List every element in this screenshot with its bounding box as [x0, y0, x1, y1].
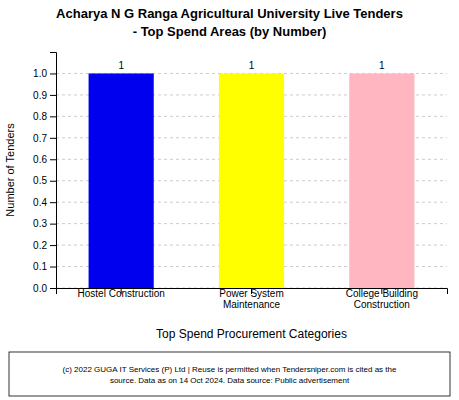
tick: 0.6 [33, 154, 56, 165]
x-axis: Hostel Construction Power SystemMaintenan… [57, 288, 448, 310]
tick-mark [50, 224, 56, 225]
tick-mark [50, 116, 56, 117]
tick-label: 0.7 [33, 133, 47, 144]
text-line: Maintenance [223, 299, 281, 310]
tick-mark [50, 202, 56, 203]
tick-label: 0.2 [33, 240, 47, 251]
tick-mark [50, 181, 56, 182]
tick-mark [50, 245, 56, 246]
data-label: 1 [118, 60, 124, 71]
plot: 1 1 1 0.0 0.1 0.2 0.3 0.4 0.5 0.6 0.7 0.8 0.9 1.0 Host… [33, 53, 447, 311]
bar [349, 73, 414, 288]
tick: 1.0 [33, 68, 56, 79]
y-axis: 0.0 0.1 0.2 0.3 0.4 0.5 0.6 0.7 0.8 0.9 1.0 [33, 53, 56, 294]
x-axis-title: Top Spend Procurement Categories [156, 327, 347, 341]
chart: Acharya N G Ranga Agricultural Universit… [0, 0, 459, 400]
footer-box [9, 352, 450, 396]
subtitle: - Top Spend Areas (by Number) [133, 24, 327, 39]
text-line: Power System [219, 288, 283, 299]
tick: 0.8 [33, 111, 56, 122]
tick: College BuildingConstruction [346, 288, 418, 310]
tick: 0.3 [33, 218, 56, 229]
axis-line [50, 53, 57, 289]
tick-mark [50, 73, 56, 74]
data-label: 1 [379, 60, 385, 71]
tick-mark [50, 159, 56, 160]
tick: 0.1 [33, 261, 56, 272]
text-line: Construction [354, 299, 410, 310]
tick-mark [50, 288, 56, 289]
tick-mark [50, 138, 56, 139]
text-line: College Building [346, 288, 418, 299]
tick-label: 0.1 [33, 261, 47, 272]
tick: Hostel Construction [78, 288, 165, 299]
tick-label: 1.0 [33, 68, 47, 79]
tick: 0.9 [33, 90, 56, 101]
tick: 0.2 [33, 240, 56, 251]
text-line: Hostel Construction [78, 288, 165, 299]
tick: 0.7 [33, 133, 56, 144]
tick: 0.5 [33, 175, 56, 186]
tick-label: 0.5 [33, 175, 47, 186]
text-line: (c) 2022 GUGA IT Services (P) Ltd | Reus… [63, 365, 397, 374]
tick-label: Hostel Construction [78, 288, 165, 299]
title: Acharya N G Ranga Agricultural Universit… [56, 6, 403, 21]
tick-label: College BuildingConstruction [346, 288, 418, 310]
tick: 0.4 [33, 197, 56, 208]
bar [89, 73, 154, 288]
tick-label: 0.3 [33, 218, 47, 229]
tick-mark [50, 267, 56, 268]
tick-label: 0.0 [33, 283, 47, 294]
tick-label: 0.4 [33, 197, 47, 208]
bars [89, 73, 415, 288]
footer: (c) 2022 GUGA IT Services (P) Ltd | Reus… [9, 352, 450, 396]
tick: 0.0 [33, 283, 56, 294]
tick-label: 0.6 [33, 154, 47, 165]
tick: Power SystemMaintenance [219, 288, 283, 310]
tick-label: 0.8 [33, 111, 47, 122]
data-label: 1 [249, 60, 255, 71]
tick-mark [50, 95, 56, 96]
text-line: source. Data as on 14 Oct 2024. Data sou… [110, 376, 350, 385]
data-labels: 1 1 1 [118, 60, 385, 71]
grid [56, 73, 447, 288]
tick-label: 0.9 [33, 90, 47, 101]
y-axis-title: Number of Tenders [4, 123, 16, 217]
annotation: (c) 2022 GUGA IT Services (P) Ltd | Reus… [63, 365, 397, 385]
tick-label: Power SystemMaintenance [219, 288, 283, 310]
bar [219, 73, 284, 288]
